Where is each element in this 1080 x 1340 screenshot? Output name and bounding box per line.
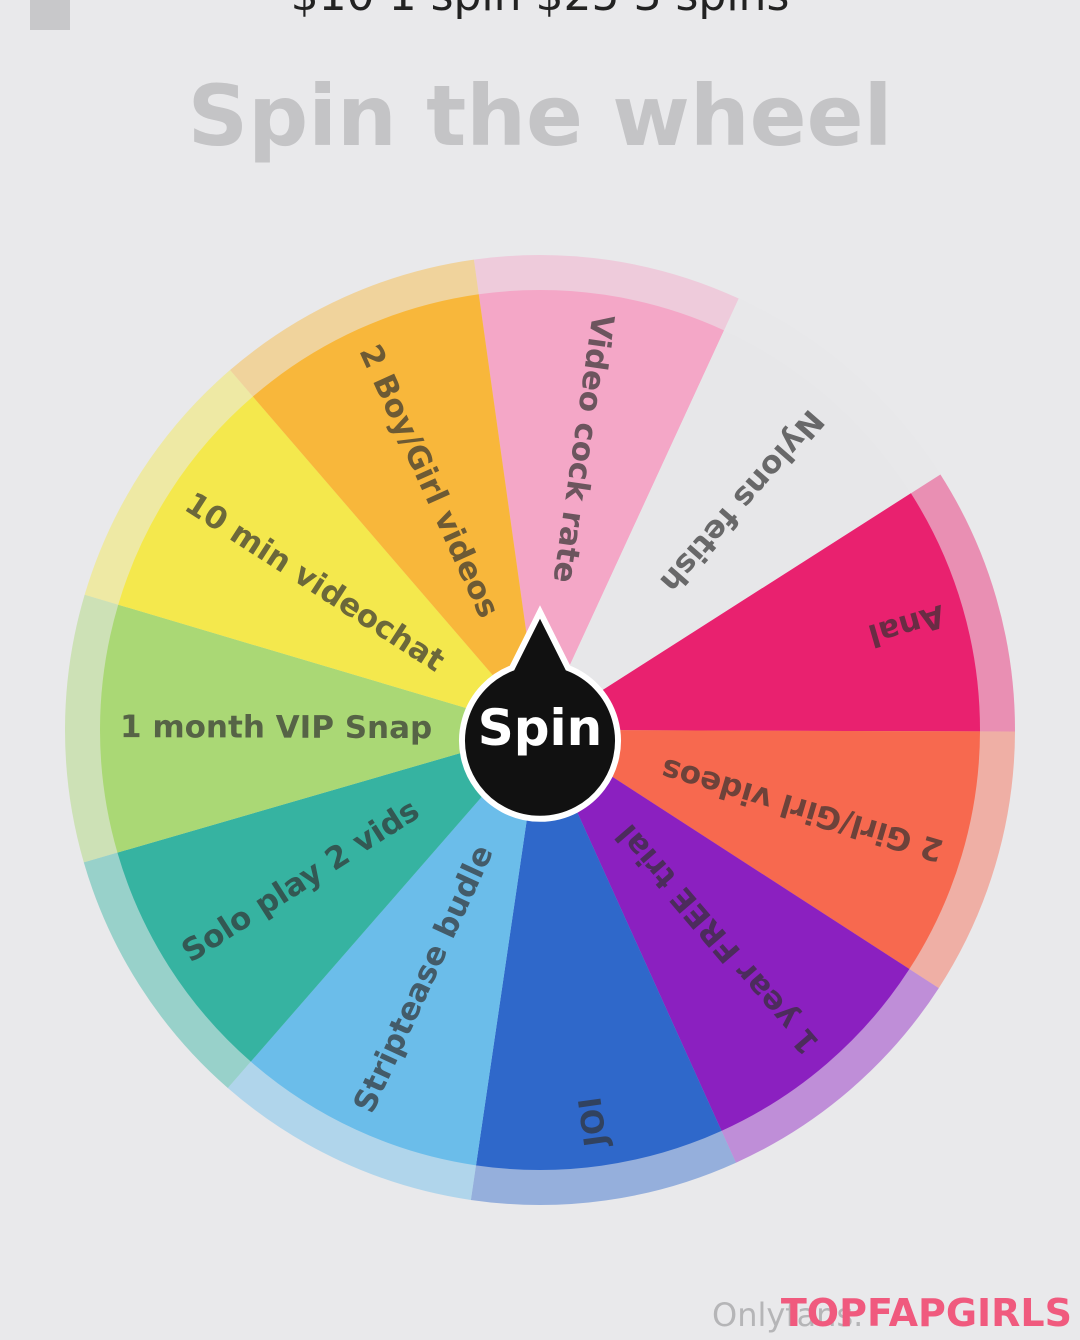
brand-watermark: TOPFAPGIRLS xyxy=(781,1291,1072,1335)
wheel-segment xyxy=(475,730,722,1170)
wheel-segment xyxy=(540,730,980,970)
segment-label: 1 month VIP Snap xyxy=(120,709,432,746)
wheel-segment xyxy=(540,330,911,730)
title: Spin the wheel xyxy=(188,67,893,165)
watermark: Onlyfans. xyxy=(712,1296,863,1334)
spin-button[interactable]: Spin xyxy=(478,699,603,757)
wheel-segment xyxy=(540,493,981,732)
wheel-segment xyxy=(540,730,910,1131)
wheel-segment xyxy=(117,730,540,1062)
bookmark-icon[interactable] xyxy=(30,0,70,30)
wheel-segment xyxy=(250,730,541,1166)
segment-label: JOI xyxy=(572,1095,615,1151)
wheel-segment xyxy=(100,604,540,853)
wheel-segment xyxy=(252,294,540,730)
wheel-segment xyxy=(118,396,540,730)
price-text: $10 1 spin $25 3 spins xyxy=(291,0,790,21)
spin-pointer[interactable] xyxy=(459,605,621,822)
